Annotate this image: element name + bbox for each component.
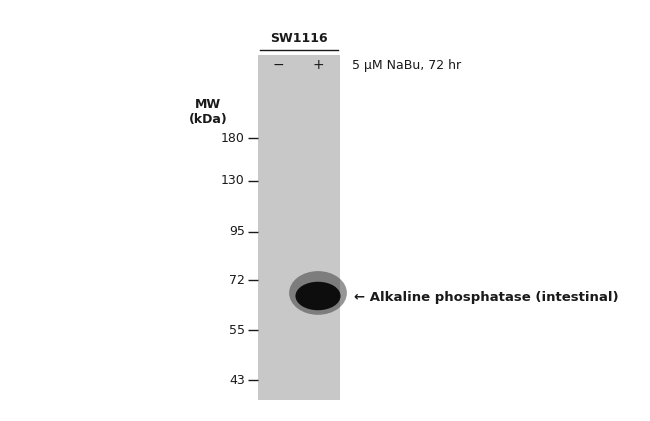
Text: 95: 95 [229, 226, 245, 239]
Text: 5 μM NaBu, 72 hr: 5 μM NaBu, 72 hr [352, 59, 461, 72]
Text: 180: 180 [221, 131, 245, 144]
Text: SW1116: SW1116 [270, 32, 328, 45]
Bar [258, 55, 340, 400]
Ellipse shape [296, 282, 341, 310]
Text: +: + [312, 58, 324, 72]
Text: −: − [272, 58, 284, 72]
Text: (kDa): (kDa) [188, 114, 228, 126]
Text: 55: 55 [229, 323, 245, 336]
Text: 72: 72 [229, 274, 245, 287]
Text: 130: 130 [221, 174, 245, 187]
Text: ← Alkaline phosphatase (intestinal): ← Alkaline phosphatase (intestinal) [354, 291, 619, 304]
Text: MW: MW [195, 99, 221, 112]
Text: 43: 43 [229, 373, 245, 386]
Ellipse shape [289, 271, 347, 315]
